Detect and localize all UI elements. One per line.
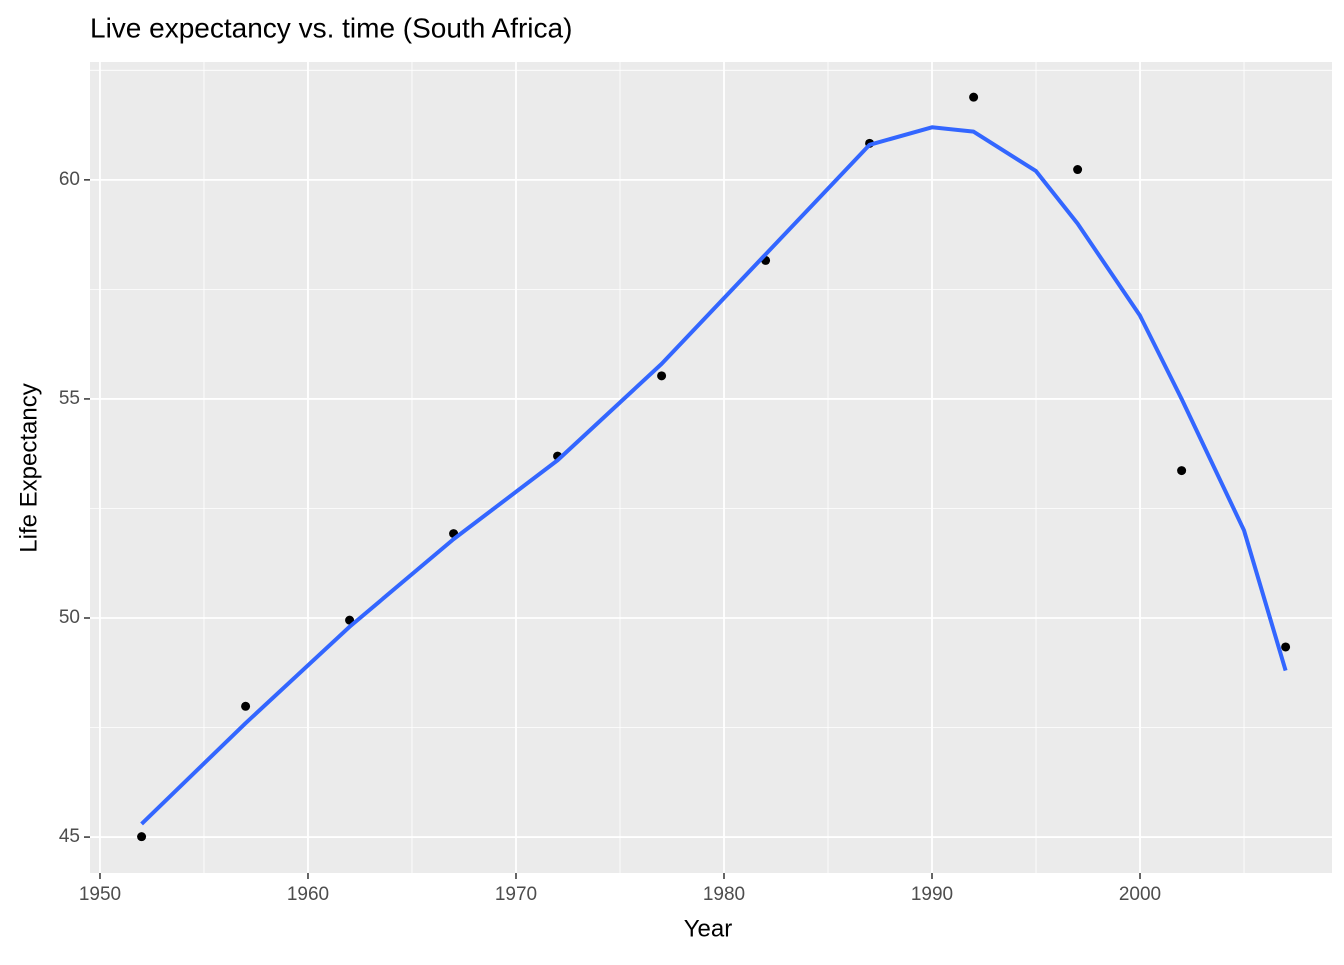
y-axis-title: Life Expectancy [15, 383, 42, 552]
x-tick-label: 1950 [79, 884, 121, 905]
y-tick-label: 55 [59, 388, 80, 409]
point [657, 371, 667, 381]
y-tick-label: 60 [59, 169, 80, 190]
y-tick-label: 50 [59, 607, 80, 628]
point [1281, 642, 1291, 652]
point [1177, 466, 1187, 476]
x-tick-label: 1990 [911, 884, 953, 905]
point [137, 832, 147, 842]
x-tick-label: 1970 [495, 884, 537, 905]
smooth-line [140, 125, 1288, 826]
x-axis-title: Year [684, 915, 733, 942]
y-tick-label: 45 [59, 826, 80, 847]
x-tick-label: 1960 [287, 884, 329, 905]
point [969, 92, 979, 102]
point [1073, 165, 1083, 175]
chart-title: Live expectancy vs. time (South Africa) [90, 12, 572, 43]
x-tick-label: 1980 [703, 884, 745, 905]
plot-panel [90, 62, 1332, 873]
point [241, 701, 251, 711]
x-tick-label: 2000 [1119, 884, 1161, 905]
